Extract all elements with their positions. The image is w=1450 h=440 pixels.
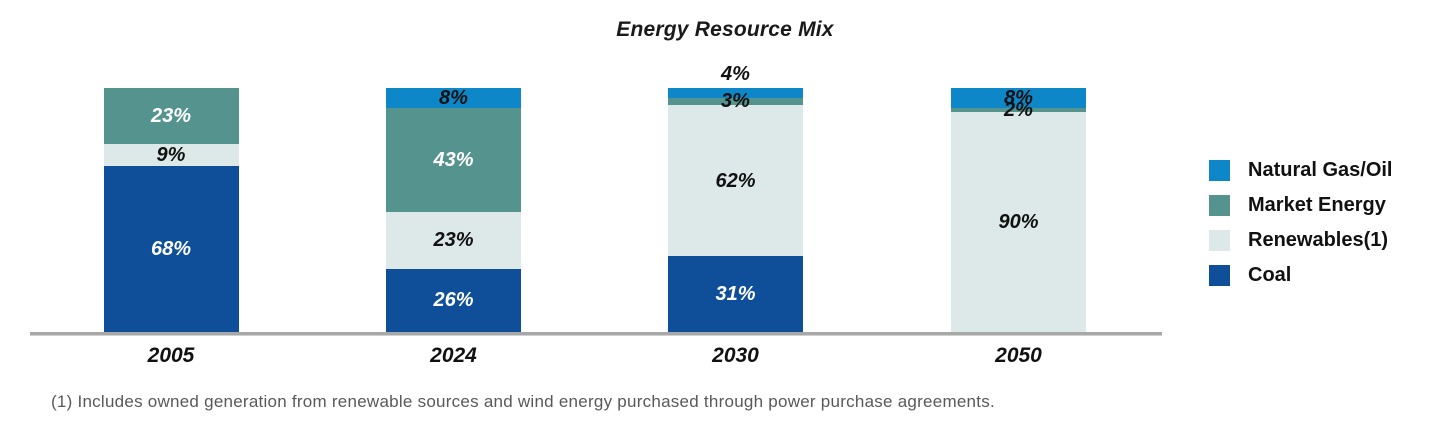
- legend-item-market: Market Energy: [1209, 188, 1393, 223]
- legend-label: Coal: [1248, 264, 1292, 286]
- plot-area: 23% 9% 68% 8% 43% 23% 26% 4% 3% 62% 31% 8% 2% 90% 200…: [30, 63, 1162, 367]
- legend-swatch-coal: [1209, 265, 1230, 286]
- segment-renewables-2024: 23%: [386, 212, 521, 269]
- legend-swatch-renewables: [1209, 230, 1230, 251]
- segment-value-label: 3%: [721, 90, 750, 113]
- stacked-bar-2030: 3% 62% 31%: [668, 88, 803, 332]
- segment-gas-2024: 8%: [386, 88, 521, 108]
- stacked-bar-2024: 8% 43% 23% 26%: [386, 88, 521, 332]
- segment-value-label-above: 4%: [721, 63, 750, 85]
- stacked-bar-2050: 8% 2% 90%: [951, 88, 1086, 332]
- segment-gas-2030: [668, 88, 803, 98]
- segment-gas-2050: 8%: [951, 88, 1086, 108]
- legend: Natural Gas/Oil Market Energy Renewables(1…: [1209, 153, 1393, 293]
- legend-item-renewables: Renewables(1): [1209, 223, 1393, 258]
- segment-coal-2030: 31%: [668, 256, 803, 332]
- segment-market-2030: 3%: [668, 91, 803, 111]
- chart-title: Energy Resource Mix: [616, 18, 834, 41]
- legend-label: Renewables(1): [1248, 229, 1389, 251]
- segment-renewables-2030: 62%: [668, 105, 803, 257]
- segment-market-2050: 2%: [951, 100, 1086, 120]
- segment-value-label: 8%: [439, 86, 468, 109]
- segment-value-label: 23%: [433, 229, 474, 252]
- segment-value-label: 2%: [1004, 98, 1033, 121]
- x-axis-line: [30, 332, 1162, 336]
- segment-value-label: 68%: [150, 238, 192, 261]
- x-axis-label-2005: 2005: [147, 344, 195, 367]
- legend-label: Natural Gas/Oil: [1248, 159, 1393, 181]
- segment-coal-2024: 26%: [386, 268, 521, 332]
- segment-renewables-2005: 9%: [103, 144, 239, 167]
- segment-renewables-2050: 90%: [951, 112, 1086, 332]
- segment-value-label: 31%: [715, 283, 756, 306]
- segment-value-label: 43%: [433, 148, 474, 171]
- stacked-bar-2005: 23% 9% 68%: [103, 88, 239, 332]
- x-axis-label-2050: 2050: [995, 344, 1042, 367]
- footnote: (1) Includes owned generation from renew…: [51, 392, 995, 411]
- segment-value-label: 23%: [150, 105, 192, 128]
- segment-value-label: 62%: [715, 169, 756, 192]
- segment-market-2024: 43%: [386, 107, 521, 213]
- legend-label: Market Energy: [1248, 194, 1386, 216]
- segment-value-label: 9%: [156, 144, 186, 167]
- legend-item-gas: Natural Gas/Oil: [1209, 153, 1393, 188]
- x-axis-label-2024: 2024: [430, 344, 477, 367]
- segment-value-label: 90%: [998, 211, 1039, 234]
- legend-item-coal: Coal: [1209, 258, 1393, 293]
- segment-coal-2005: 68%: [103, 166, 239, 332]
- legend-swatch-gas: [1209, 160, 1230, 181]
- segment-value-label: 8%: [1004, 86, 1033, 109]
- segment-value-label: 26%: [433, 289, 474, 312]
- x-axis-label-2030: 2030: [712, 344, 759, 367]
- segment-market-2005: 23%: [103, 88, 239, 145]
- legend-swatch-market: [1209, 195, 1230, 216]
